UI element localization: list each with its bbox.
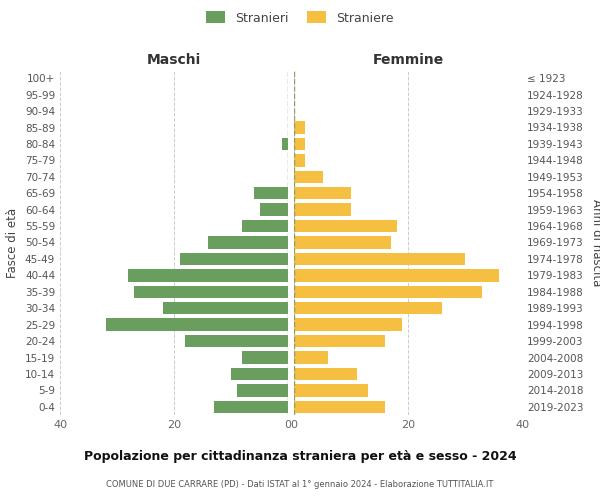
Bar	[294, 170, 323, 183]
Bar	[294, 236, 391, 248]
Bar	[242, 220, 288, 232]
Y-axis label: Anni di nascita: Anni di nascita	[590, 199, 600, 286]
Bar	[236, 384, 288, 396]
Bar	[294, 400, 385, 413]
Bar	[294, 154, 305, 166]
Bar	[128, 269, 288, 281]
Bar	[294, 368, 357, 380]
Bar	[208, 236, 288, 248]
Bar	[294, 335, 385, 347]
Bar	[163, 302, 288, 314]
Bar	[254, 187, 288, 200]
Bar	[231, 368, 288, 380]
Bar	[134, 286, 288, 298]
Bar	[294, 318, 403, 331]
Bar	[294, 220, 397, 232]
Legend: Stranieri, Straniere: Stranieri, Straniere	[202, 6, 398, 30]
Bar	[260, 204, 288, 216]
Bar	[294, 122, 305, 134]
Bar	[294, 269, 499, 281]
Text: COMUNE DI DUE CARRARE (PD) - Dati ISTAT al 1° gennaio 2024 - Elaborazione TUTTIT: COMUNE DI DUE CARRARE (PD) - Dati ISTAT …	[106, 480, 494, 489]
Bar	[294, 302, 442, 314]
Bar	[185, 335, 288, 347]
Bar	[294, 286, 482, 298]
Bar	[242, 352, 288, 364]
Bar	[283, 138, 288, 150]
Bar	[214, 400, 288, 413]
Bar	[294, 352, 328, 364]
Y-axis label: Fasce di età: Fasce di età	[7, 208, 19, 278]
Bar	[294, 253, 465, 265]
Bar	[294, 384, 368, 396]
Bar	[180, 253, 288, 265]
Bar	[294, 138, 305, 150]
Title: Femmine: Femmine	[373, 54, 443, 68]
Title: Maschi: Maschi	[147, 54, 201, 68]
Bar	[294, 187, 351, 200]
Bar	[294, 204, 351, 216]
Text: Popolazione per cittadinanza straniera per età e sesso - 2024: Popolazione per cittadinanza straniera p…	[83, 450, 517, 463]
Bar	[106, 318, 288, 331]
